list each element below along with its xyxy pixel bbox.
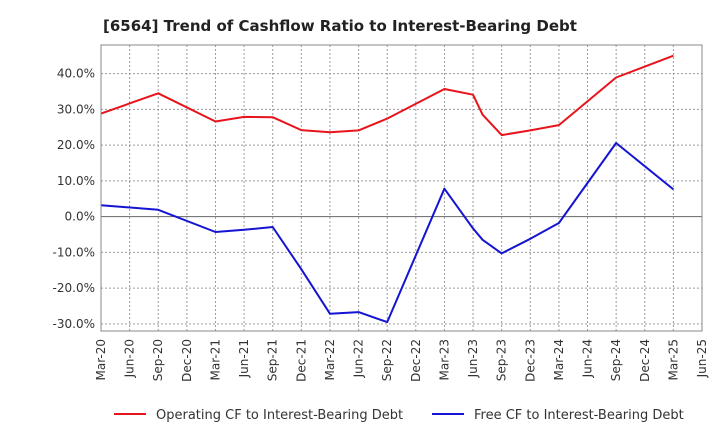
series-layer xyxy=(100,54,675,324)
y-tick-label: -20.0% xyxy=(53,281,95,295)
legend: Operating CF to Interest-Bearing Debt Fre… xyxy=(114,408,684,423)
legend-label: Free CF to Interest-Bearing Debt xyxy=(474,408,684,423)
grid-layer xyxy=(100,45,703,331)
x-axis: Mar-20 Jun-20 Sep-20 Dec-20 Mar-21 Jun-21 Sep-… xyxy=(94,339,709,382)
x-tick-label: Sep-24 xyxy=(609,339,623,381)
y-tick-label: 30.0% xyxy=(57,102,95,116)
x-tick-label: Jun-20 xyxy=(123,339,137,378)
x-tick-label: Dec-21 xyxy=(294,339,308,382)
y-tick-label: 10.0% xyxy=(57,174,95,188)
x-tick-label: Mar-20 xyxy=(94,339,108,380)
series-line-operating-cf xyxy=(100,54,674,137)
x-tick-label: Mar-25 xyxy=(666,339,680,380)
x-tick-label: Jun-22 xyxy=(352,339,366,378)
legend-label: Operating CF to Interest-Bearing Debt xyxy=(156,408,403,423)
x-tick-label: Jun-25 xyxy=(695,339,709,378)
x-tick-label: Sep-20 xyxy=(151,339,165,381)
x-tick-label: Mar-22 xyxy=(323,339,337,380)
x-tick-label: Sep-23 xyxy=(495,339,509,381)
x-tick-label: Sep-21 xyxy=(266,339,280,381)
y-tick-label: 40.0% xyxy=(57,67,95,81)
x-tick-label: Jun-23 xyxy=(466,339,480,378)
x-tick-label: Mar-24 xyxy=(552,339,566,380)
y-axis: -30.0% -20.0% -10.0% 0.0% 10.0% 20.0% 30.0% 40.… xyxy=(53,67,95,331)
x-tick-label: Dec-20 xyxy=(180,339,194,382)
series-line-free-cf xyxy=(100,142,675,324)
x-tick-label: Sep-22 xyxy=(380,339,394,381)
x-tick-label: Mar-23 xyxy=(437,339,451,380)
x-tick-label: Dec-23 xyxy=(523,339,537,382)
x-tick-label: Jun-21 xyxy=(237,339,251,378)
y-tick-label: 20.0% xyxy=(57,138,95,152)
y-tick-label: -10.0% xyxy=(53,245,95,259)
chart-title: [6564] Trend of Cashflow Ratio to Intere… xyxy=(103,17,577,35)
y-tick-label: -30.0% xyxy=(53,317,95,331)
x-tick-label: Dec-22 xyxy=(409,339,423,382)
x-tick-label: Jun-24 xyxy=(581,339,595,378)
x-tick-label: Dec-24 xyxy=(638,339,652,382)
plot-frame xyxy=(100,44,703,332)
y-tick-label: 0.0% xyxy=(65,210,96,224)
x-tick-label: Mar-21 xyxy=(208,339,222,380)
